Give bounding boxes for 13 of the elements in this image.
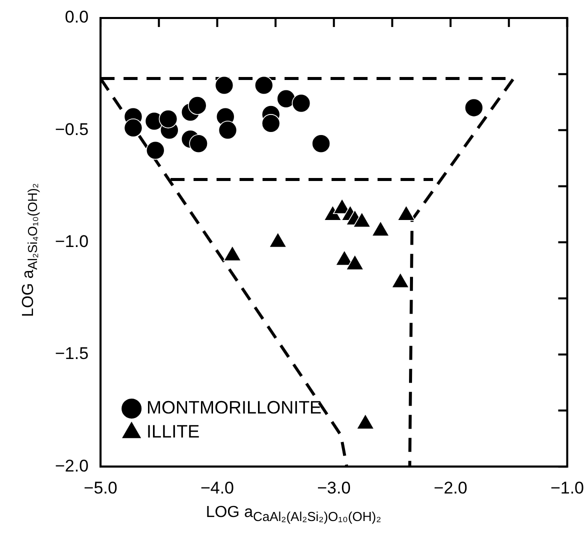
x-tick-label: −2.0 [434, 478, 468, 498]
legend-label: MONTMORILLONITE [146, 398, 322, 418]
x-axis-title: LOG a$_{CaAl₂(Al₂Si₂)O₁₀(OH)₂}$ [204, 504, 382, 524]
y-tick-label: −2.0 [55, 456, 89, 476]
x-tick-label: −3.0 [317, 478, 351, 498]
y-tick-label: −0.5 [55, 120, 89, 139]
x-tick-label: −1.0 [550, 478, 584, 498]
legend-label: ILLITE [146, 422, 200, 442]
y-tick-label: −1.5 [55, 344, 89, 364]
x-tick-label: −5.0 [84, 478, 118, 498]
y-tick-label: 0.0 [64, 8, 89, 27]
x-tick-label: −4.0 [200, 478, 234, 498]
y-tick-label: −1.0 [55, 232, 89, 251]
